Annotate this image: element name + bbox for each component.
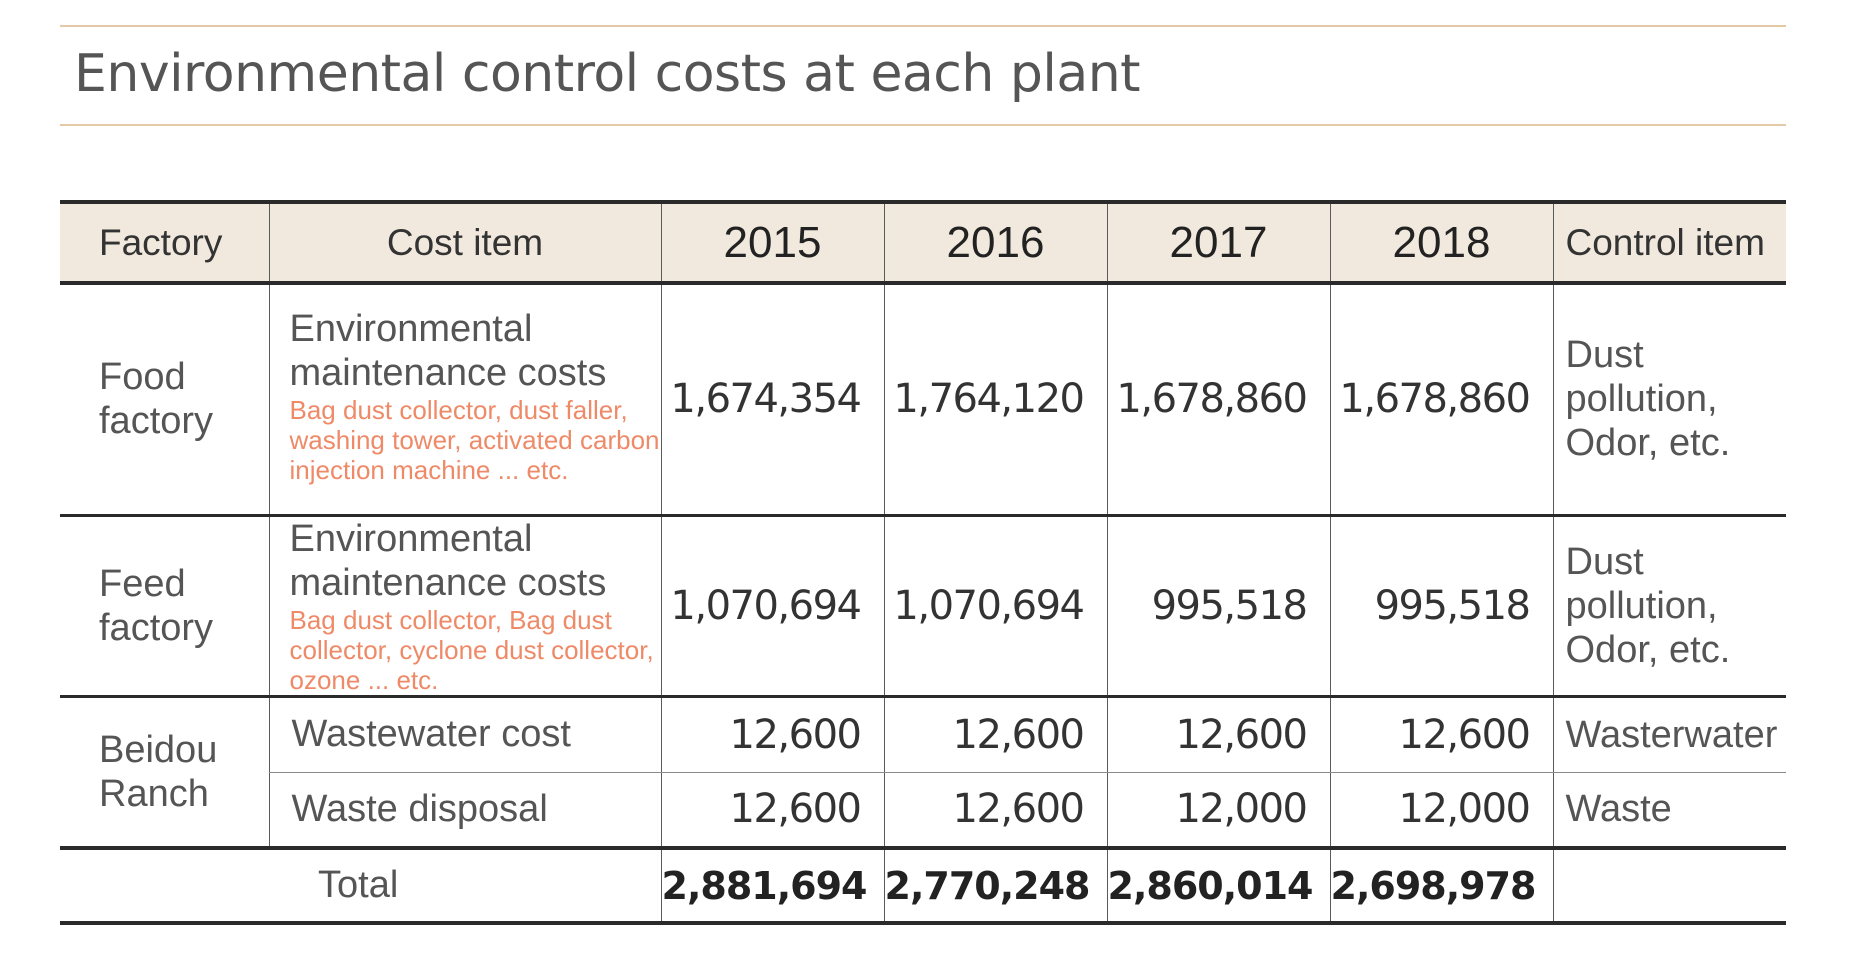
control-item-line: Dust pollution,: [1565, 334, 1718, 421]
cost-item-cell: Waste disposal: [268, 772, 661, 850]
value-2018: 12,600: [1329, 696, 1553, 773]
factory-name-line: Feed: [99, 562, 186, 605]
factory-name-line: Ranch: [99, 772, 209, 815]
cost-item-main: maintenance costs: [289, 352, 607, 394]
table-row-beidou-wastewater: Beidou Ranch Wastewater cost 12,600 12,6…: [60, 696, 1786, 850]
header-year-2017: 2017: [1106, 200, 1330, 285]
value-2017: 12,000: [1106, 772, 1330, 850]
title-top-rule: [60, 25, 1786, 27]
value-2018: 12,000: [1329, 772, 1553, 850]
value-2016: 1,764,120: [883, 283, 1107, 517]
cost-item-main: Environmental: [289, 308, 533, 350]
value-2016: 12,600: [883, 696, 1107, 773]
factory-name-line: factory: [99, 400, 214, 443]
total-2016: 2,770,248: [883, 848, 1107, 925]
header-row: Factory Cost item 2015 2016 2017 2018 Co…: [60, 200, 1786, 285]
table-row-food-factory: Food factory Environmental maintenance c…: [60, 283, 1786, 517]
cost-item-main: maintenance costs: [289, 561, 607, 604]
value-2016: 12,600: [883, 772, 1107, 850]
control-item-cell: Waste: [1552, 772, 1786, 850]
total-2018: 2,698,978: [1329, 848, 1553, 925]
factory-cell: Food factory: [60, 283, 269, 517]
cost-item-main: Environmental: [289, 517, 533, 560]
control-item-cell: Dust pollution, Odor, etc.: [1552, 283, 1786, 517]
cost-table: Factory Cost item 2015 2016 2017 2018 Co…: [60, 200, 1786, 925]
table-row-beidou-waste-disposal: Waste disposal 12,600 12,600 12,000 12,0…: [60, 772, 1786, 850]
value-2018: 995,518: [1329, 515, 1553, 698]
control-item-cell: Dust pollution, Odor, etc.: [1552, 515, 1786, 698]
value-2015: 1,070,694: [660, 515, 884, 698]
value-2017: 995,518: [1106, 515, 1330, 698]
cost-item-detail: collector, cyclone dust collector,: [289, 634, 654, 665]
header-year-2018: 2018: [1329, 200, 1553, 285]
cost-item-detail: injection machine ... etc.: [289, 455, 569, 485]
cost-item-cell: Environmental maintenance costs Bag dust…: [268, 515, 661, 698]
factory-name-line: Food: [99, 356, 186, 399]
value-2017: 12,600: [1106, 696, 1330, 773]
control-item-line: Odor, etc.: [1565, 628, 1731, 671]
control-item-line: Odor, etc.: [1565, 422, 1731, 465]
control-item-line: Dust pollution,: [1565, 540, 1718, 627]
total-2015: 2,881,694: [660, 848, 884, 925]
cost-item-cell: Environmental maintenance costs Bag dust…: [268, 283, 661, 517]
page-title: Environmental control costs at each plan…: [74, 44, 1141, 104]
header-year-2016: 2016: [883, 200, 1107, 285]
factory-name-line: Beidou: [99, 728, 218, 771]
table-row-feed-factory: Feed factory Environmental maintenance c…: [60, 515, 1786, 698]
header-control-item: Control item: [1552, 200, 1786, 285]
header-cost-item: Cost item: [268, 200, 661, 285]
cost-item-detail: ozone ... etc.: [289, 664, 439, 695]
table-row-total: Total 2,881,694 2,770,248 2,860,014 2,69…: [60, 848, 1786, 925]
factory-name-line: factory: [99, 606, 214, 649]
factory-cell: Beidou Ranch: [60, 696, 269, 850]
cost-item-detail: washing tower, activated carbon: [289, 425, 660, 455]
cost-item-detail: Bag dust collector, Bag dust: [289, 604, 612, 635]
value-2016: 1,070,694: [883, 515, 1107, 698]
header-factory: Factory: [60, 200, 269, 285]
value-2018: 1,678,860: [1329, 283, 1553, 517]
total-2017: 2,860,014: [1106, 848, 1330, 925]
factory-cell: Feed factory: [60, 515, 269, 698]
value-2015: 12,600: [660, 772, 884, 850]
cost-item-cell: Wastewater cost: [268, 696, 661, 773]
value-2017: 1,678,860: [1106, 283, 1330, 517]
control-item-cell: Wasterwater: [1552, 696, 1786, 773]
cost-item-detail: Bag dust collector, dust faller,: [289, 395, 628, 425]
value-2015: 1,674,354: [660, 283, 884, 517]
value-2015: 12,600: [660, 696, 884, 773]
total-control-empty: [1552, 848, 1786, 925]
total-label: Total: [60, 848, 661, 925]
title-bottom-rule: [60, 124, 1786, 126]
header-year-2015: 2015: [660, 200, 884, 285]
